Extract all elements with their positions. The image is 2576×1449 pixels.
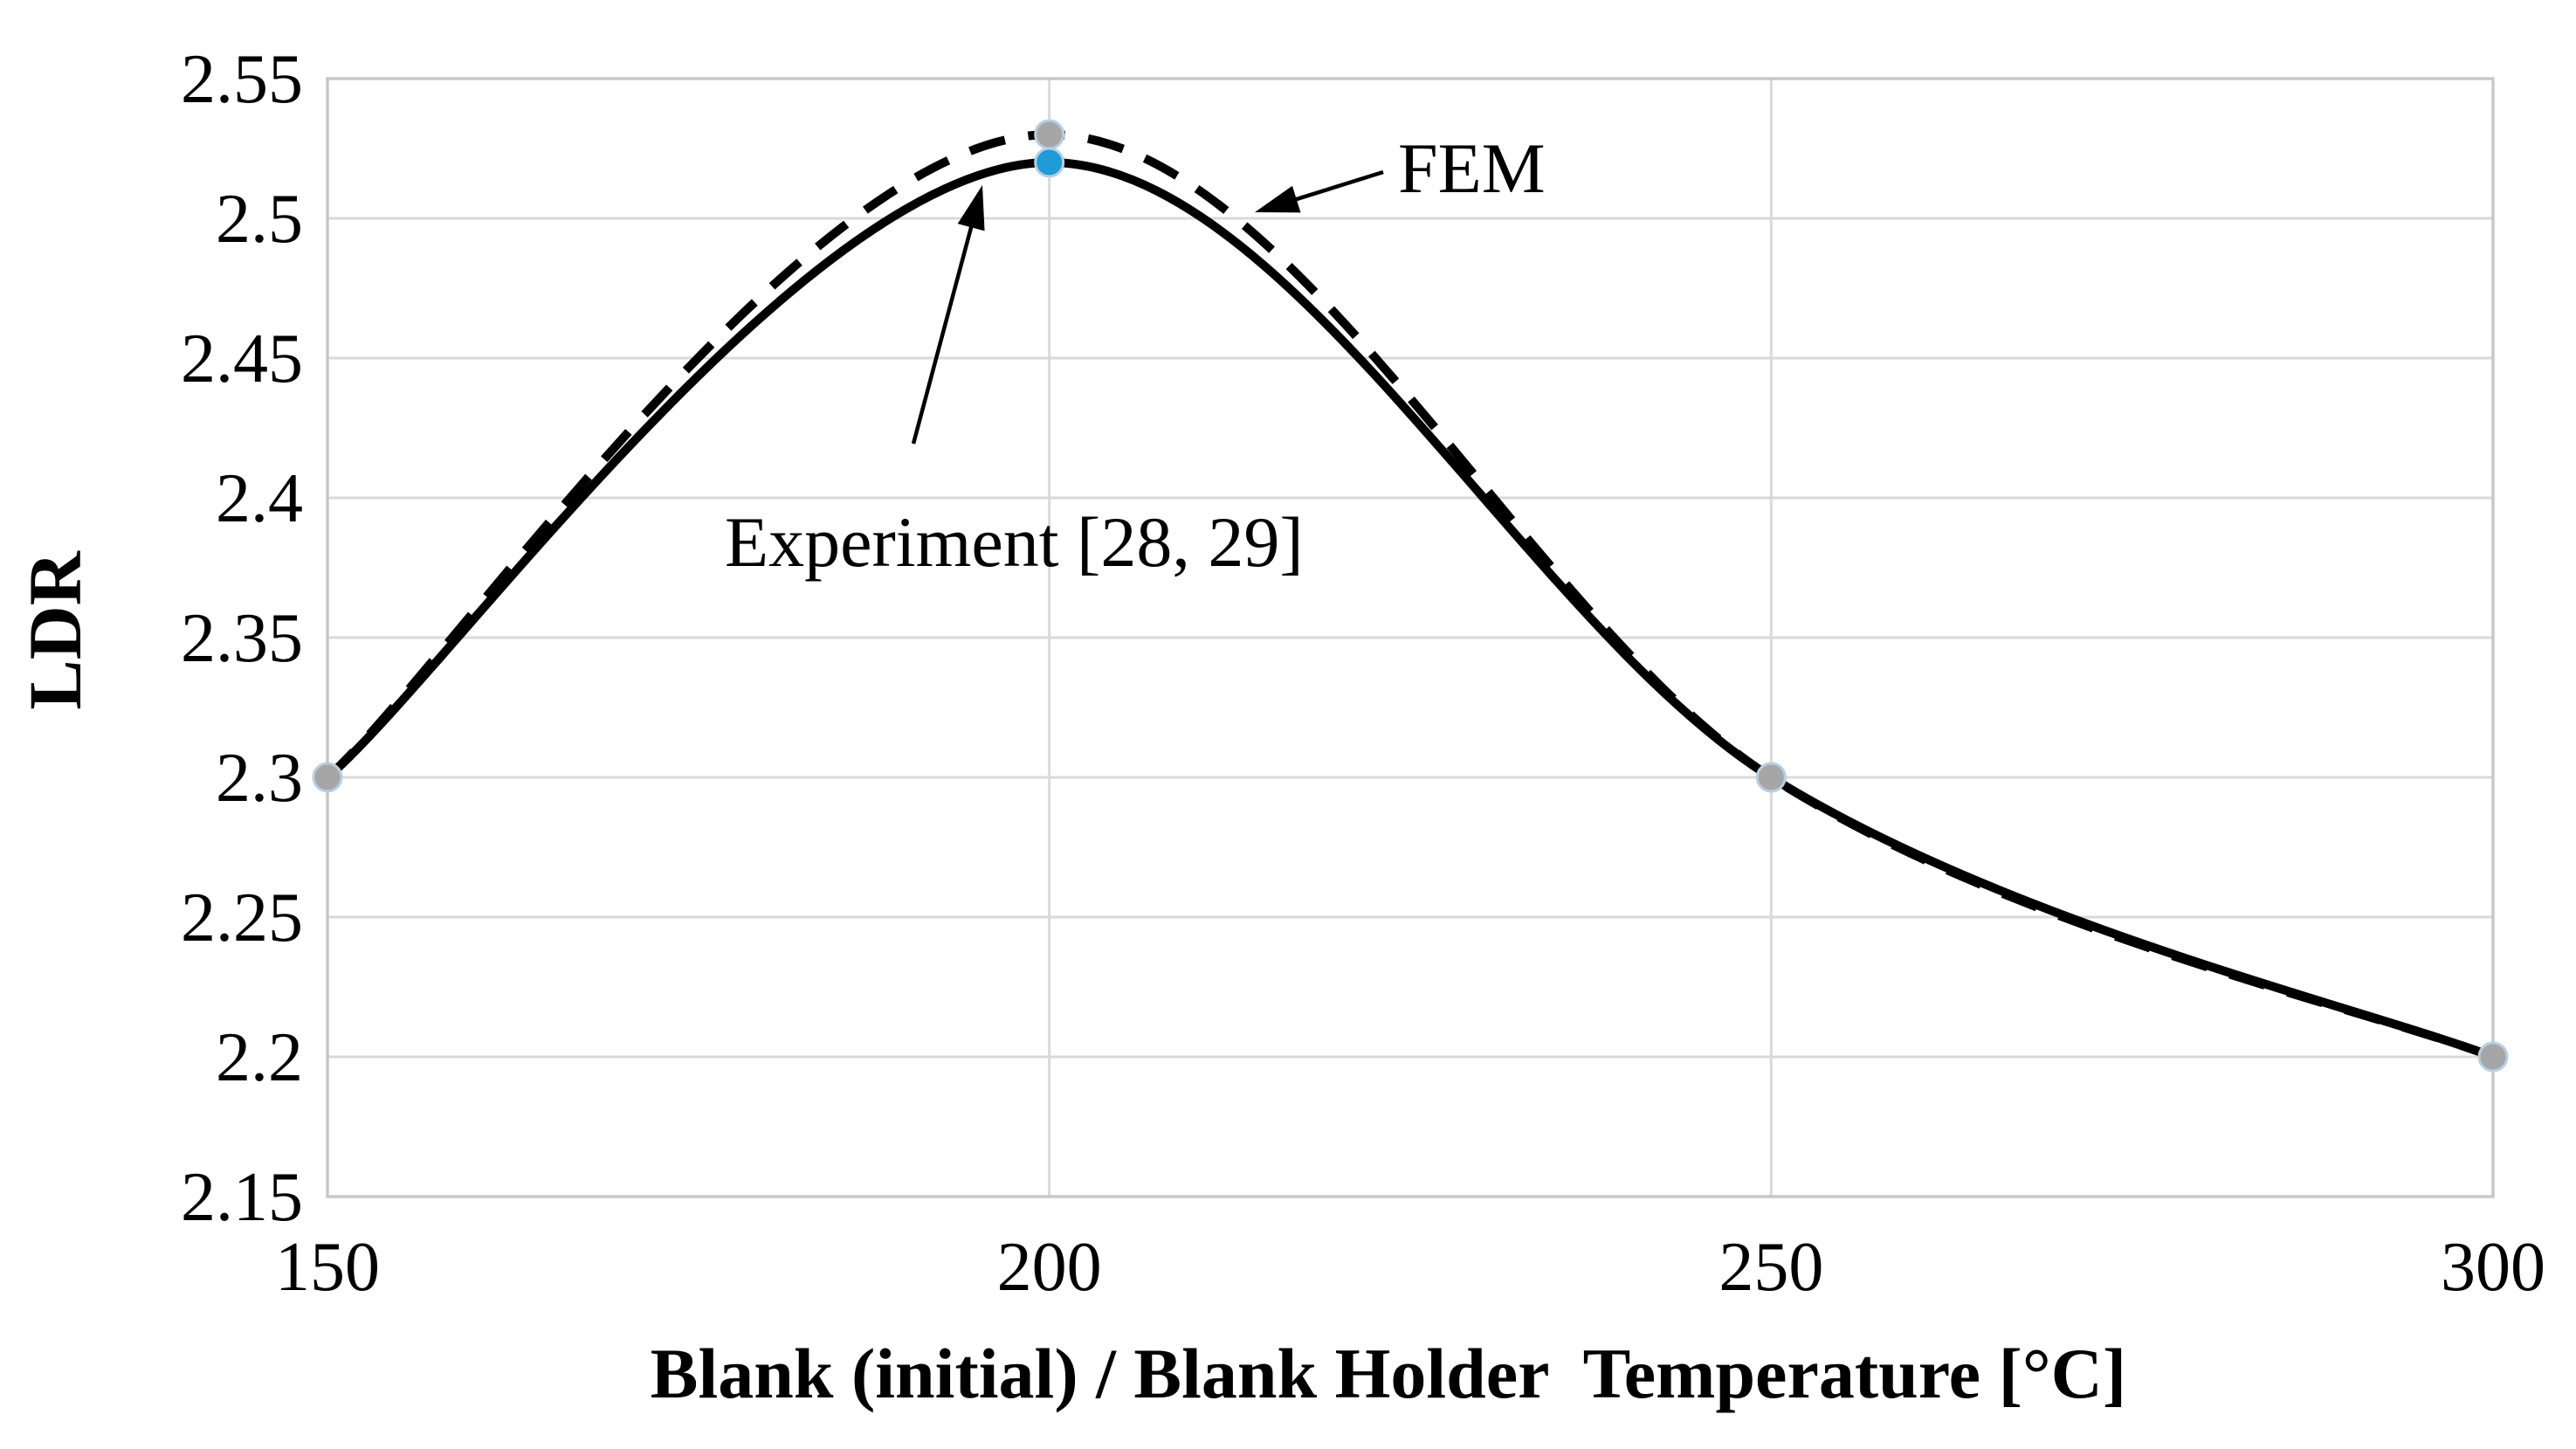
y-tick-label: 2.25 (181, 880, 303, 956)
x-tick-label: 250 (1718, 1229, 1823, 1306)
y-tick-label: 2.55 (181, 41, 303, 118)
experiment-arrow-shaft (911, 219, 975, 445)
data-point-marker (1755, 762, 1787, 793)
y-axis-title: LDR (13, 550, 97, 709)
annotation-fem-label: FEM (1398, 128, 1546, 208)
plot-border (326, 77, 2495, 1198)
y-tick-label: 2.3 (216, 740, 303, 817)
tick-layer: 2.15 2.2 2.25 2.3 2.35 2.4 2.45 2.5 2.55 150 200 25… (181, 41, 2545, 1306)
experiment-curve (324, 157, 2495, 1061)
data-point-marker (1034, 119, 1065, 150)
x-axis-title: Blank (initial) / Blank Holder Temperatu… (651, 1334, 2126, 1413)
x-tick-label: 300 (2441, 1229, 2545, 1306)
y-tick-label: 2.5 (216, 181, 303, 258)
y-tick-label: 2.45 (181, 321, 303, 397)
experiment-arrow-head (957, 185, 985, 231)
marker-layer (312, 119, 2509, 1073)
y-tick-label: 2.4 (216, 460, 303, 537)
curve-layer (324, 129, 2495, 1061)
annotation-experiment-label: Experiment [28, 29] (725, 502, 1304, 582)
y-tick-label: 2.15 (181, 1159, 303, 1236)
y-tick-label: 2.35 (181, 600, 303, 677)
x-tick-label: 200 (997, 1229, 1102, 1306)
fem-arrow-shaft (1289, 169, 1384, 204)
y-tick-label: 2.2 (216, 1019, 303, 1096)
data-point-marker (2477, 1041, 2509, 1073)
fem-arrow-head (1255, 185, 1301, 213)
fem-curve (324, 129, 2495, 1061)
grid-layer (326, 77, 2495, 1198)
x-tick-label: 150 (275, 1229, 380, 1306)
data-point-marker (1034, 147, 1065, 178)
data-point-marker (312, 762, 343, 793)
annotation-layer: FEM Experiment [28, 29] (725, 128, 1546, 582)
